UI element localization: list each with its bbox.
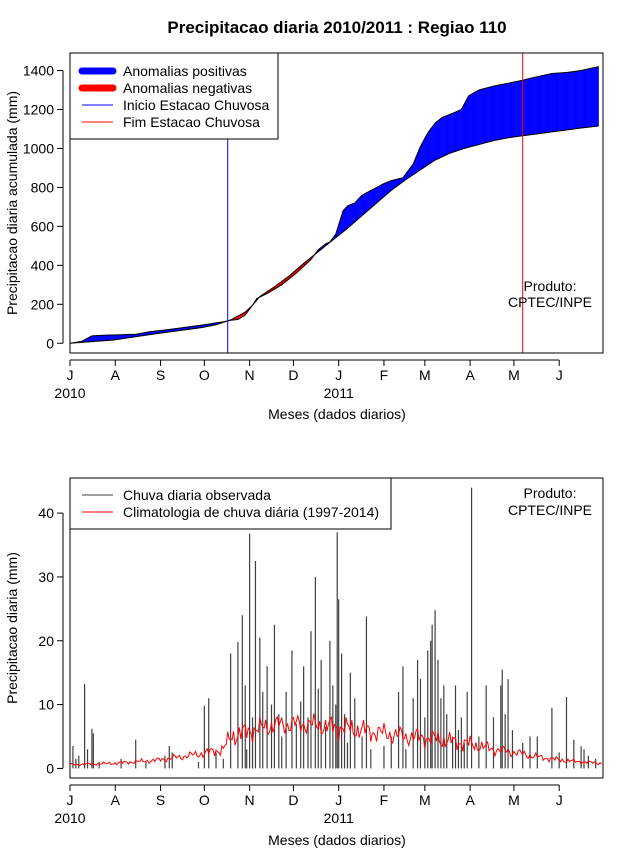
bottom-year-label: 2010 [54,810,85,826]
top-x-tick-label: M [419,367,431,383]
bottom-x-tick-label: O [199,792,210,808]
bottom-y-axis: 0 10 20 30 40 [38,505,63,776]
bottom-y-tick-label: 0 [46,760,54,776]
legend-label-observed: Chuva diaria observada [123,487,271,503]
top-x-tick-label: J [335,367,342,383]
top-y-tick-label: 1000 [23,140,54,156]
top-y-tick-label: 1400 [23,63,54,79]
bottom-x-axis: J A S O N D J F M A M J 2010 2011 [54,785,562,826]
bottom-y-tick-label: 20 [38,633,54,649]
bottom-x-tick-label: D [288,792,298,808]
bottom-x-axis-label: Meses (dados diarios) [268,832,406,848]
top-year-label: 2010 [54,385,85,401]
top-x-tick-label: J [67,367,74,383]
top-x-tick-label: D [288,367,298,383]
bottom-year-label: 2011 [324,810,354,826]
top-y-tick-label: 600 [31,218,55,234]
top-x-tick-label: J [556,367,563,383]
bottom-x-tick-label: J [335,792,342,808]
bottom-y-tick-label: 40 [38,505,54,521]
top-product-label: Produto: [524,278,577,294]
bottom-y-tick-label: 10 [38,697,54,713]
bottom-y-axis-label: Precipitacao diaria (mm) [4,552,20,704]
bottom-x-tick-label: S [156,792,165,808]
legend-label-climatology: Climatologia de chuva diária (1997-2014) [123,504,379,520]
top-x-tick-label: A [111,367,121,383]
top-y-axis: 0 200 400 600 800 1000 1200 1400 [23,63,63,352]
bottom-x-tick-label: J [556,792,563,808]
chart-title: Precipitacao diaria 2010/2011 : Regiao 1… [167,18,506,37]
top-x-tick-label: N [245,367,255,383]
positive-anomaly-segment [598,67,599,126]
bottom-x-tick-label: A [465,792,475,808]
top-y-tick-label: 1200 [23,101,54,117]
top-y-tick-label: 200 [31,296,55,312]
legend-label-end: Fim Estacao Chuvosa [123,114,260,130]
bottom-x-tick-label: N [245,792,255,808]
climatology-cumulative-line [70,126,599,343]
top-y-axis-label: Precipitacao diaria acumulada (mm) [4,91,20,315]
legend-label-onset: Inicio Estacao Chuvosa [123,97,270,113]
top-product-source: CPTEC/INPE [508,294,592,310]
top-x-tick-label: F [380,367,389,383]
top-y-tick-label: 800 [31,179,55,195]
bottom-x-tick-label: J [67,792,74,808]
bottom-x-tick-label: M [419,792,431,808]
top-x-tick-label: S [156,367,165,383]
bottom-x-tick-label: M [508,792,520,808]
bottom-panel: 0 10 20 30 40 J A S O N D J F M A M J 2010 2011 Meses (da… [4,478,603,848]
bottom-x-tick-label: A [111,792,121,808]
top-x-tick-label: M [508,367,520,383]
top-x-tick-label: O [199,367,210,383]
top-y-tick-label: 400 [31,257,55,273]
bottom-legend: Chuva diaria observada Climatologia de c… [70,478,391,529]
bottom-product-label: Produto: [524,485,577,501]
legend-label-negative: Anomalias negativas [123,80,252,96]
bottom-y-tick-label: 30 [38,569,54,585]
top-year-label: 2011 [324,385,354,401]
legend-label-positive: Anomalias positivas [123,63,247,79]
top-panel: 0 200 400 600 800 1000 1200 1400 J A S O N D J F M A M J 20… [4,53,603,422]
top-x-axis: J A S O N D J F M A M J 2010 2011 [54,360,562,401]
top-x-axis-label: Meses (dados diarios) [268,406,406,422]
bottom-x-tick-label: F [380,792,389,808]
top-y-tick-label: 0 [46,335,54,351]
top-legend: Anomalias positivas Anomalias negativas … [70,53,278,139]
top-x-tick-label: A [465,367,475,383]
bottom-product-source: CPTEC/INPE [508,502,592,518]
